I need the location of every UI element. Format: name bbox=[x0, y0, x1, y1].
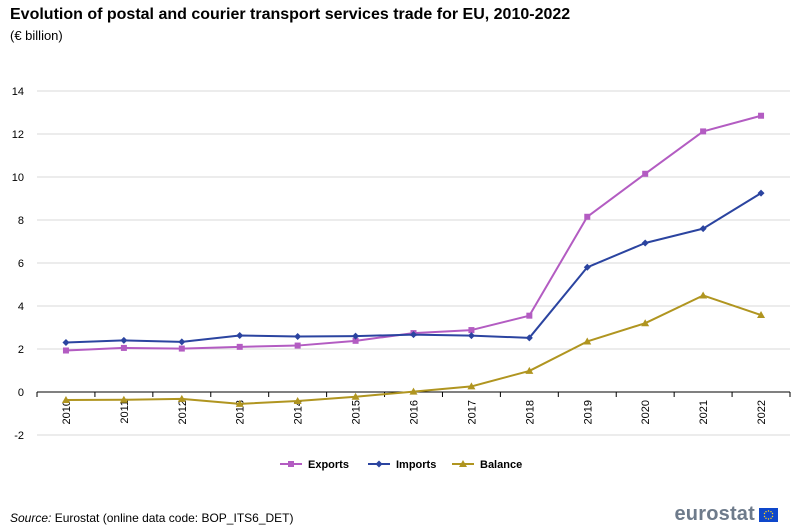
imports-point bbox=[641, 239, 649, 247]
balance-point bbox=[641, 319, 650, 327]
balance-point bbox=[235, 399, 244, 407]
y-tick-label: 0 bbox=[18, 387, 24, 399]
exports-point bbox=[352, 337, 359, 344]
imports-point bbox=[120, 336, 128, 344]
imports-point bbox=[525, 334, 533, 342]
y-tick-label: 10 bbox=[12, 172, 24, 184]
exports-line bbox=[65, 114, 762, 352]
eu-flag-icon bbox=[759, 507, 778, 522]
exports-point bbox=[526, 312, 533, 319]
balance-point bbox=[467, 382, 476, 390]
balance-point bbox=[699, 291, 708, 299]
exports-point bbox=[62, 347, 69, 354]
exports-point bbox=[700, 128, 707, 135]
y-tick-label: 12 bbox=[12, 129, 24, 141]
exports-point bbox=[294, 342, 301, 349]
x-tick-label: 2021 bbox=[698, 400, 710, 424]
balance-point bbox=[583, 337, 592, 345]
source-label: Source: bbox=[10, 511, 52, 525]
exports-point bbox=[584, 213, 591, 220]
source-text: Eurostat (online data code: BOP_ITS6_DET… bbox=[54, 511, 294, 525]
exports-point bbox=[758, 112, 765, 119]
imports-point bbox=[467, 332, 475, 340]
balance-point bbox=[177, 394, 186, 402]
x-tick-label: 2018 bbox=[524, 400, 536, 424]
legend-balance-marker bbox=[459, 460, 467, 467]
imports-point bbox=[178, 338, 186, 346]
x-tick-label: 2017 bbox=[466, 400, 478, 424]
imports-point bbox=[294, 333, 302, 341]
source-note: Source: Eurostat (online data code: BOP_… bbox=[10, 511, 294, 525]
imports-point bbox=[410, 331, 417, 339]
y-tick-label: 6 bbox=[18, 258, 24, 270]
chart-subtitle: (€ billion) bbox=[10, 28, 63, 43]
balance-point bbox=[409, 387, 418, 395]
y-tick-label: 8 bbox=[18, 215, 24, 227]
x-tick-label: 2020 bbox=[640, 400, 652, 424]
x-tick-label: 2012 bbox=[177, 400, 189, 424]
eurostat-logo: eurostat bbox=[674, 503, 778, 526]
exports-point bbox=[236, 343, 243, 350]
balance-point bbox=[525, 366, 534, 374]
exports-point bbox=[642, 170, 649, 177]
imports-point bbox=[583, 263, 591, 271]
imports-point bbox=[699, 225, 707, 233]
chart-title: Evolution of postal and courier transpor… bbox=[10, 6, 571, 23]
x-tick-label: 2014 bbox=[293, 400, 305, 424]
exports-point bbox=[178, 345, 185, 352]
legend-imports-label: Imports bbox=[396, 459, 436, 471]
logo-text: eurostat bbox=[674, 503, 755, 525]
imports-line bbox=[65, 192, 762, 344]
exports-point bbox=[468, 327, 475, 334]
balance-point bbox=[351, 392, 360, 400]
x-tick-label: 2011 bbox=[119, 400, 131, 424]
imports-point bbox=[352, 332, 360, 340]
x-tick-label: 2019 bbox=[582, 400, 594, 424]
x-tick-label: 2016 bbox=[409, 400, 421, 424]
y-tick-label: 14 bbox=[12, 86, 24, 98]
x-tick-label: 2015 bbox=[351, 400, 363, 424]
imports-point bbox=[236, 331, 244, 339]
y-tick-label: -2 bbox=[14, 430, 24, 442]
balance-point bbox=[757, 311, 766, 319]
balance-point bbox=[61, 395, 70, 403]
exports-point bbox=[120, 344, 127, 351]
balance-point bbox=[119, 395, 128, 403]
legend-balance-label: Balance bbox=[480, 459, 522, 471]
y-tick-label: 4 bbox=[18, 301, 24, 313]
x-tick-label: 2022 bbox=[756, 400, 768, 424]
balance-point bbox=[293, 397, 302, 405]
x-tick-label: 2010 bbox=[61, 400, 73, 424]
imports-point bbox=[757, 189, 765, 197]
y-tick-label: 2 bbox=[18, 344, 24, 356]
legend-exports-label: Exports bbox=[308, 459, 349, 471]
imports-point bbox=[62, 339, 70, 347]
legend-imports-marker bbox=[375, 460, 383, 468]
legend-exports-marker bbox=[288, 461, 294, 467]
